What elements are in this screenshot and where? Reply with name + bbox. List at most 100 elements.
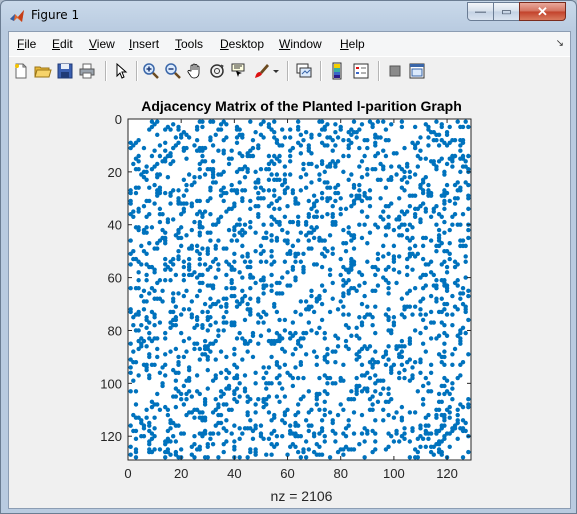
spy-point <box>202 172 208 177</box>
matlab-logo-icon <box>10 10 24 22</box>
show-plot-tools-button[interactable] <box>407 61 427 81</box>
spy-point <box>346 137 351 143</box>
rotate-3d-button[interactable] <box>207 61 227 81</box>
new-figure-button[interactable] <box>11 61 31 81</box>
spy-point <box>157 407 163 412</box>
spy-point <box>176 389 181 394</box>
spy-point <box>213 320 218 325</box>
spy-point <box>343 206 349 212</box>
spy-point <box>155 172 160 177</box>
brush-dropdown-button[interactable] <box>271 61 281 81</box>
pan-button[interactable] <box>185 61 205 81</box>
spy-point <box>128 444 133 449</box>
spy-point <box>450 362 455 368</box>
spy-point <box>397 196 402 201</box>
menu-view[interactable]: View <box>89 37 115 51</box>
x-tick-label: 60 <box>280 466 294 481</box>
link-plot-button[interactable] <box>294 61 314 81</box>
spy-point <box>171 367 176 373</box>
spy-point <box>266 161 272 167</box>
spy-point <box>213 275 218 280</box>
spy-point <box>418 330 423 336</box>
spy-point <box>357 193 362 198</box>
spy-point <box>256 214 261 220</box>
spy-point <box>426 436 431 442</box>
figure-canvas[interactable]: Adjacency Matrix of the Planted l-pariti… <box>9 85 570 508</box>
zoom-out-button[interactable] <box>163 61 183 81</box>
open-file-button[interactable] <box>33 61 53 81</box>
spy-point <box>173 322 179 328</box>
menu-help[interactable]: Help <box>340 37 365 51</box>
maximize-button[interactable]: ▭ <box>493 2 520 21</box>
spy-point <box>194 137 200 143</box>
spy-point <box>381 148 386 153</box>
menu-window[interactable]: Window <box>279 37 322 51</box>
minimize-button[interactable]: — <box>467 2 494 21</box>
spy-point <box>178 132 184 138</box>
insert-legend-button[interactable] <box>351 61 371 81</box>
y-tick-label: 100 <box>100 376 122 391</box>
spy-point <box>420 383 426 389</box>
spy-point <box>391 439 397 444</box>
spy-point <box>144 214 149 220</box>
spy-point <box>176 256 181 262</box>
spy-plot-axes[interactable]: 0 20 40 60 80 100 120 0 20 40 60 80 100 120 <box>9 85 570 508</box>
spy-point <box>144 164 149 169</box>
spy-point <box>349 333 354 338</box>
save-icon <box>57 63 73 79</box>
spy-point <box>333 222 338 227</box>
spy-point <box>381 386 386 391</box>
close-button[interactable]: ✕ <box>519 2 566 21</box>
zoom-in-button[interactable] <box>141 61 161 81</box>
spy-point <box>264 381 269 386</box>
menu-tools[interactable]: Tools <box>175 37 204 51</box>
spy-point <box>232 322 237 328</box>
brush-button[interactable] <box>251 61 271 81</box>
spy-point <box>341 431 346 436</box>
spy-point <box>202 262 208 267</box>
spy-point <box>272 193 277 198</box>
menu-desktop[interactable]: Desktop <box>220 37 265 51</box>
maximize-icon: ▭ <box>501 6 512 18</box>
spy-point <box>407 410 413 415</box>
spy-point <box>428 362 434 368</box>
select-button[interactable] <box>111 61 131 81</box>
spy-point <box>248 259 253 264</box>
spy-point <box>213 357 218 362</box>
spy-point <box>149 153 155 159</box>
spy-point <box>155 246 160 251</box>
spy-point <box>434 248 439 254</box>
menu-edit[interactable]: Edit <box>52 37 73 51</box>
spy-point <box>277 206 282 212</box>
hide-plot-tools-button[interactable] <box>385 61 405 81</box>
spy-point <box>381 217 386 222</box>
spy-point <box>224 309 229 315</box>
title-bar[interactable]: Figure 1 — ▭ ✕ <box>1 1 576 31</box>
spy-point <box>365 214 370 220</box>
spy-point <box>389 365 394 370</box>
spy-point <box>351 119 357 124</box>
spy-point <box>290 352 296 357</box>
data-cursor-button[interactable] <box>229 61 249 81</box>
spy-point <box>303 299 309 304</box>
spy-point <box>301 137 306 143</box>
spy-point <box>351 185 357 190</box>
brush-dropdown-icon <box>273 70 279 73</box>
spy-point <box>351 447 357 452</box>
spy-point <box>136 167 141 172</box>
y-tick-label: 80 <box>108 323 122 338</box>
spy-point <box>341 304 346 309</box>
spy-point <box>208 137 213 143</box>
insert-colorbar-button[interactable] <box>327 61 347 81</box>
spy-point <box>442 301 447 307</box>
menu-file[interactable]: File <box>17 37 37 51</box>
spy-point <box>365 172 370 177</box>
menu-insert[interactable]: Insert <box>129 37 160 51</box>
spy-point <box>418 307 423 312</box>
save-button[interactable] <box>55 61 75 81</box>
spy-point <box>399 354 405 360</box>
print-button[interactable] <box>77 61 97 81</box>
spy-point <box>155 346 160 352</box>
menu-dock-arrow-icon[interactable]: ↘ <box>555 38 564 49</box>
spy-point <box>322 336 327 341</box>
